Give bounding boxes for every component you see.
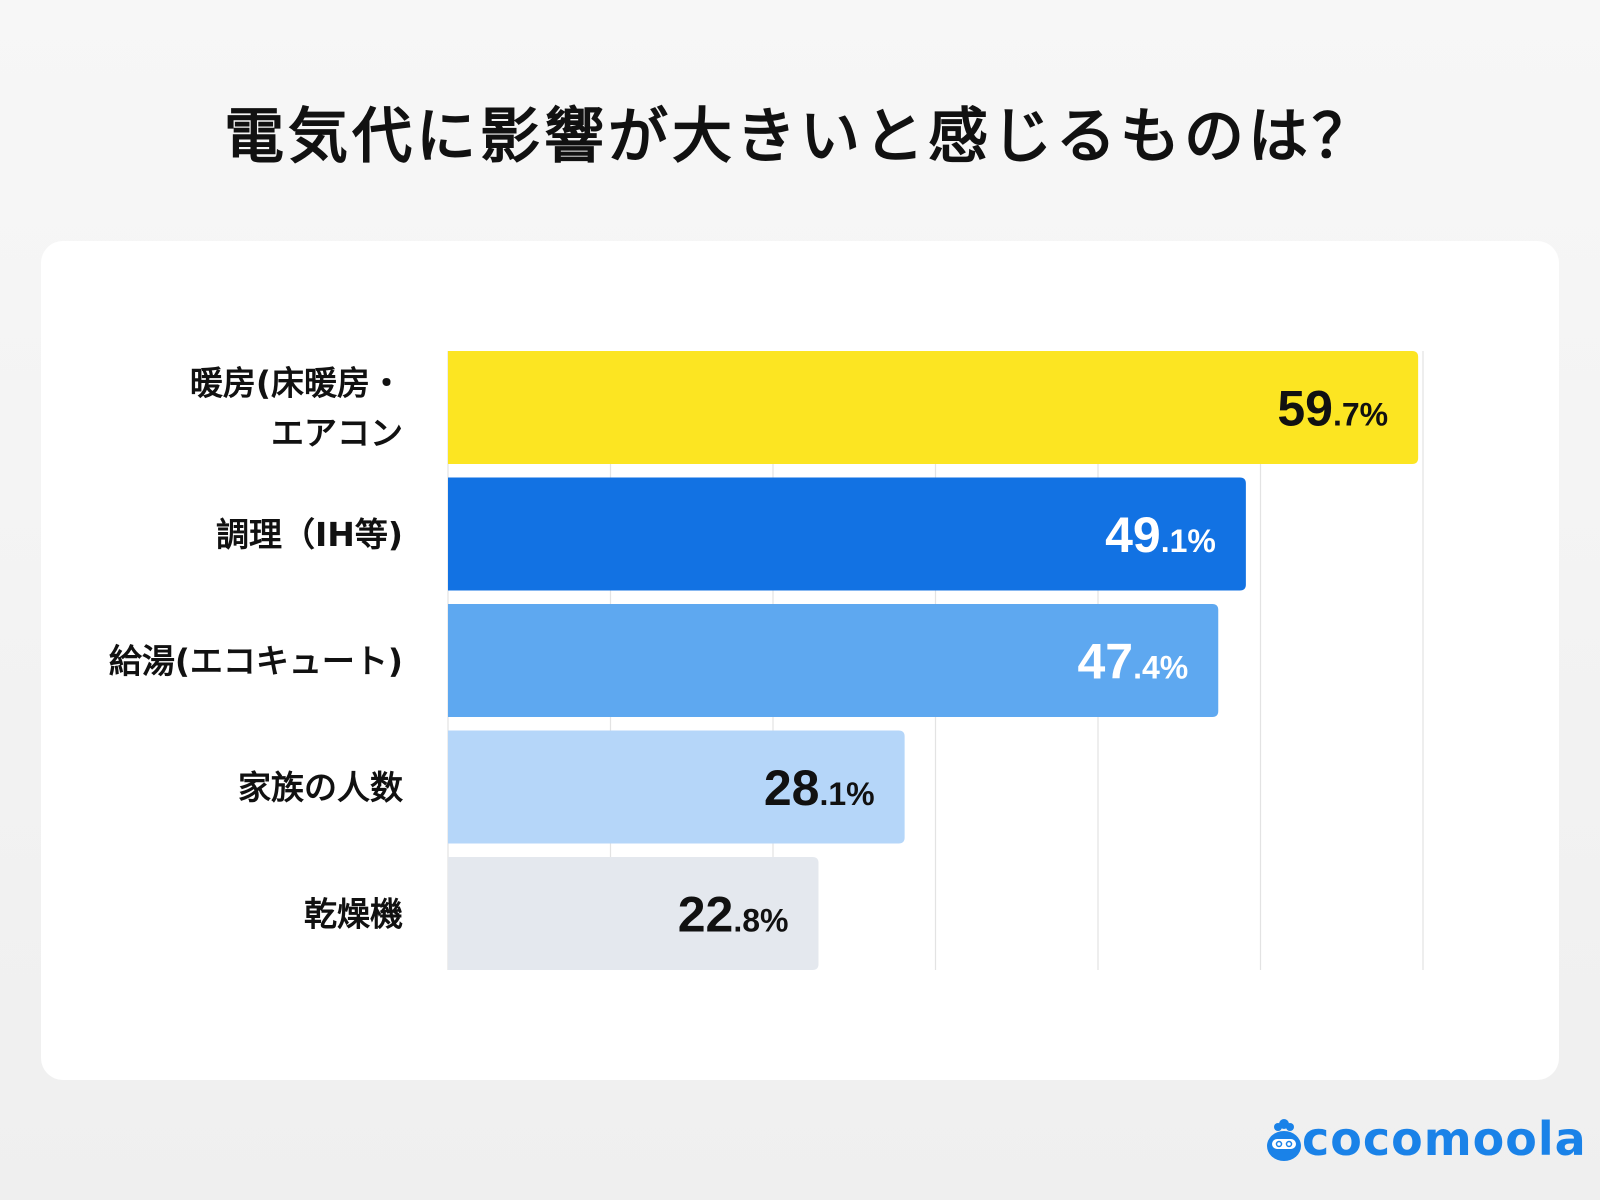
value-decimal: .4% [1133,650,1188,686]
value-label: 22.8% [678,887,789,943]
category-label: 乾燥機 [304,895,403,934]
value-integer: 59 [1277,381,1333,437]
bar [448,604,1219,717]
bar [448,730,905,844]
category-label: 調理（IH等) [216,515,403,554]
bar [448,351,1419,464]
chart-title: 電気代に影響が大きいと感じるものは？ [224,102,1376,172]
value-integer: 49 [1105,507,1161,563]
category-label: 家族の人数 [238,768,404,807]
category-label: 給湯(エコキュート) [109,642,403,681]
value-integer: 22 [678,887,734,943]
value-label: 47.4% [1077,634,1188,690]
category-label: エアコン [271,414,403,453]
brand-logo: cocomoola [1266,1112,1587,1166]
bar [448,857,819,970]
value-decimal: .8% [733,903,788,939]
brand-name: cocomoola [1302,1112,1587,1166]
value-label: 28.1% [764,760,875,816]
value-decimal: .1% [819,776,874,812]
mascot-icon [1267,1119,1301,1161]
value-label: 59.7% [1277,381,1388,437]
value-decimal: .7% [1333,397,1388,433]
bar [448,477,1246,591]
value-decimal: .1% [1161,523,1216,559]
category-label: 暖房(床暖房・ [190,364,403,403]
value-integer: 28 [764,760,820,816]
value-label: 49.1% [1105,507,1216,563]
value-integer: 47 [1077,634,1133,690]
